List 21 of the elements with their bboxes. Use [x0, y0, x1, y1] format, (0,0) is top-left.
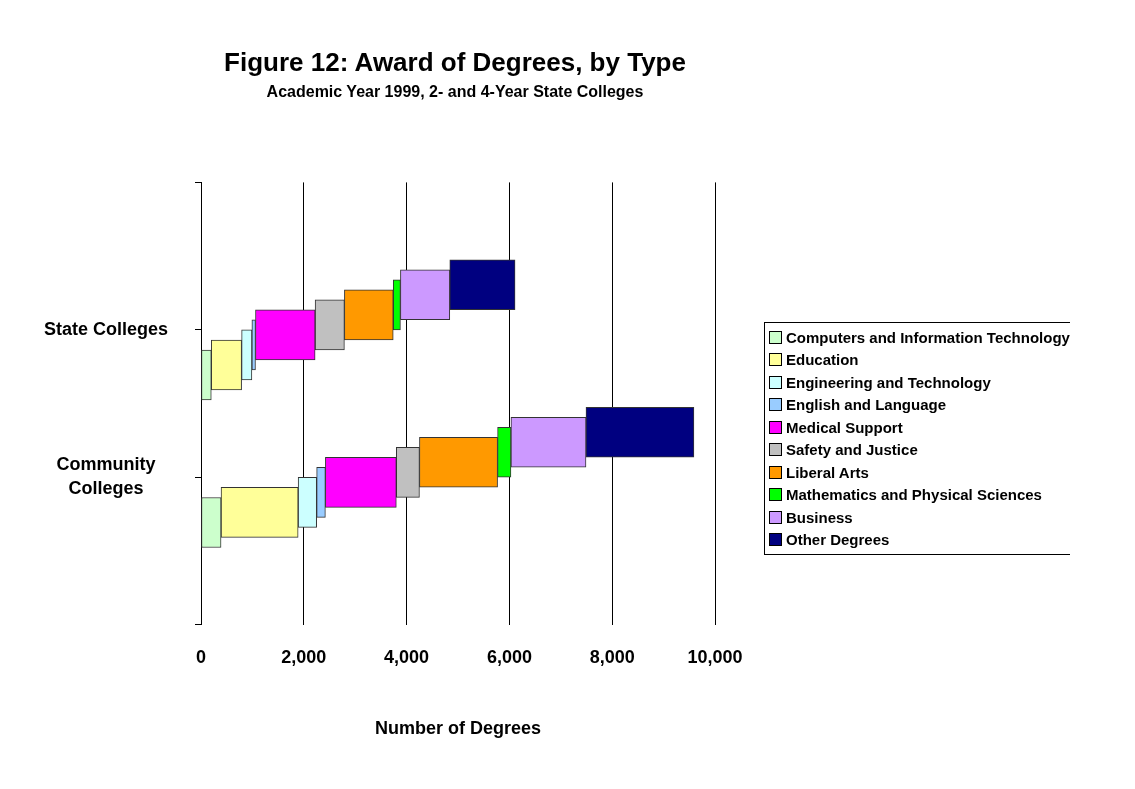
x-tick-label: 8,000 [589, 646, 635, 667]
legend-label: Safety and Justice [786, 441, 918, 459]
x-tick-label: 4,000 [384, 646, 430, 667]
legend-label: English and Language [786, 396, 947, 414]
legend-label: Business [786, 508, 853, 526]
x-tick-label: 2,000 [281, 646, 327, 667]
legend-label: Mathematics and Physical Sciences [786, 486, 1042, 504]
legend-label: Other Degrees [786, 531, 890, 549]
y-tick-label: Community Colleges [56, 454, 156, 499]
x-tick-label: 0 [195, 646, 207, 667]
x-tick-label: 6,000 [486, 646, 532, 667]
legend-label: Engineering and Technology [786, 373, 991, 391]
chart-subtitle: Academic Year 1999, 2- and 4-Year State Colleges [266, 83, 644, 101]
x-tick-label: 10,000 [687, 646, 743, 667]
legend-label: Computers and Information Technology [786, 328, 1070, 346]
chart-title: Figure 12: Award of Degrees, by Type [224, 46, 686, 77]
legend-label: Education [786, 351, 859, 369]
y-tick-label: State Colleges [43, 318, 169, 339]
legend-label: Liberal Arts [786, 463, 869, 481]
x-axis-title: Number of Degrees [374, 718, 542, 739]
legend-label: Medical Support [786, 418, 903, 436]
